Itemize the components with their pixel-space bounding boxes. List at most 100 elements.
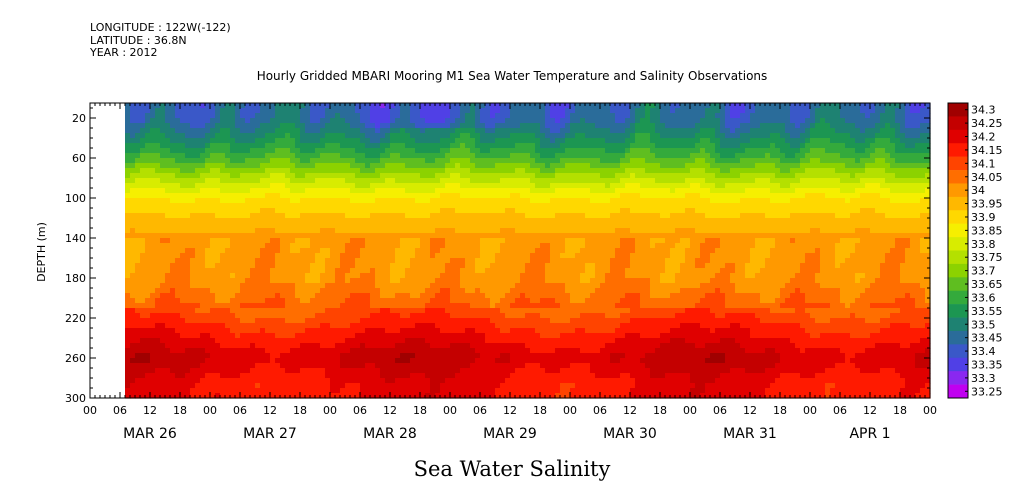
heatmap-cell [500,383,506,389]
heatmap-cell [320,373,326,379]
heatmap-cell [440,208,446,214]
heatmap-cell [145,303,151,309]
heatmap-cell [215,148,221,154]
heatmap-cell [250,233,256,239]
heatmap-cell [485,308,491,314]
heatmap-cell [200,153,206,159]
heatmap-cell [405,268,411,274]
heatmap-cell [310,373,316,379]
heatmap-cell [150,278,156,284]
heatmap-cell [135,278,141,284]
heatmap-cell [145,178,151,184]
heatmap-cell [160,133,166,139]
heatmap-cell [475,213,481,219]
heatmap-cell [420,253,426,259]
heatmap-cell [435,198,441,204]
heatmap-cell [125,348,131,354]
heatmap-cell [385,228,391,234]
heatmap-cell [320,323,326,329]
heatmap-cell [510,388,516,394]
heatmap-cell [455,258,461,264]
heatmap-cell [355,218,361,224]
heatmap-cell [190,378,196,384]
heatmap-cell [160,343,166,349]
heatmap-cell [370,243,376,249]
heatmap-cell [360,168,366,174]
heatmap-cell [390,273,396,279]
heatmap-cell [515,278,521,284]
heatmap-cell [350,223,356,229]
heatmap-cell [450,118,456,124]
heatmap-cell [385,343,391,349]
heatmap-cell [205,263,211,269]
heatmap-cell [470,133,476,139]
heatmap-cell [520,378,526,384]
heatmap-cell [135,133,141,139]
heatmap-cell [440,168,446,174]
heatmap-cell [355,258,361,264]
heatmap-cell [515,113,521,119]
heatmap-cell [480,298,486,304]
heatmap-cell [440,263,446,269]
heatmap-cell [350,273,356,279]
heatmap-cell [445,298,451,304]
heatmap-cell [300,363,306,369]
heatmap-cell [250,243,256,249]
heatmap-cell [395,313,401,319]
heatmap-cell [125,173,131,179]
heatmap-cell [245,218,251,224]
heatmap-cell [480,138,486,144]
heatmap-cell [305,278,311,284]
heatmap-cell [420,303,426,309]
heatmap-cell [195,198,201,204]
heatmap-cell [165,133,171,139]
heatmap-cell [390,243,396,249]
heatmap-cell [450,213,456,219]
heatmap-cell [345,273,351,279]
heatmap-cell [130,238,136,244]
heatmap-cell [385,118,391,124]
heatmap-cell [390,363,396,369]
heatmap-cell [340,268,346,274]
heatmap-cell [330,118,336,124]
heatmap-cell [150,378,156,384]
heatmap-cell [145,108,151,114]
heatmap-cell [325,358,331,364]
heatmap-cell [545,168,551,174]
heatmap-cell [455,343,461,349]
heatmap-cell [480,113,486,119]
heatmap-cell [130,378,136,384]
heatmap-cell [435,368,441,374]
heatmap-cell [325,168,331,174]
heatmap-cell [410,103,416,109]
heatmap-cell [385,203,391,209]
heatmap-cell [450,273,456,279]
heatmap-cell [420,368,426,374]
heatmap-cell [385,368,391,374]
heatmap-cell [255,173,261,179]
heatmap-cell [140,328,146,334]
heatmap-cell [470,373,476,379]
heatmap-cell [440,258,446,264]
heatmap-cell [440,328,446,334]
heatmap-cell [450,378,456,384]
heatmap-cell [520,268,526,274]
heatmap-cell [220,293,226,299]
heatmap-cell [475,293,481,299]
heatmap-cell [415,343,421,349]
heatmap-cell [430,303,436,309]
heatmap-cell [440,233,446,239]
heatmap-cell [150,183,156,189]
heatmap-cell [220,353,226,359]
heatmap-cell [315,318,321,324]
heatmap-cell [350,318,356,324]
heatmap-cell [205,168,211,174]
heatmap-cell [420,108,426,114]
heatmap-cell [210,298,216,304]
heatmap-cell [345,238,351,244]
heatmap-cell [515,353,521,359]
heatmap-cell [355,178,361,184]
heatmap-cell [225,348,231,354]
heatmap-cell [200,298,206,304]
heatmap-cell [335,363,341,369]
